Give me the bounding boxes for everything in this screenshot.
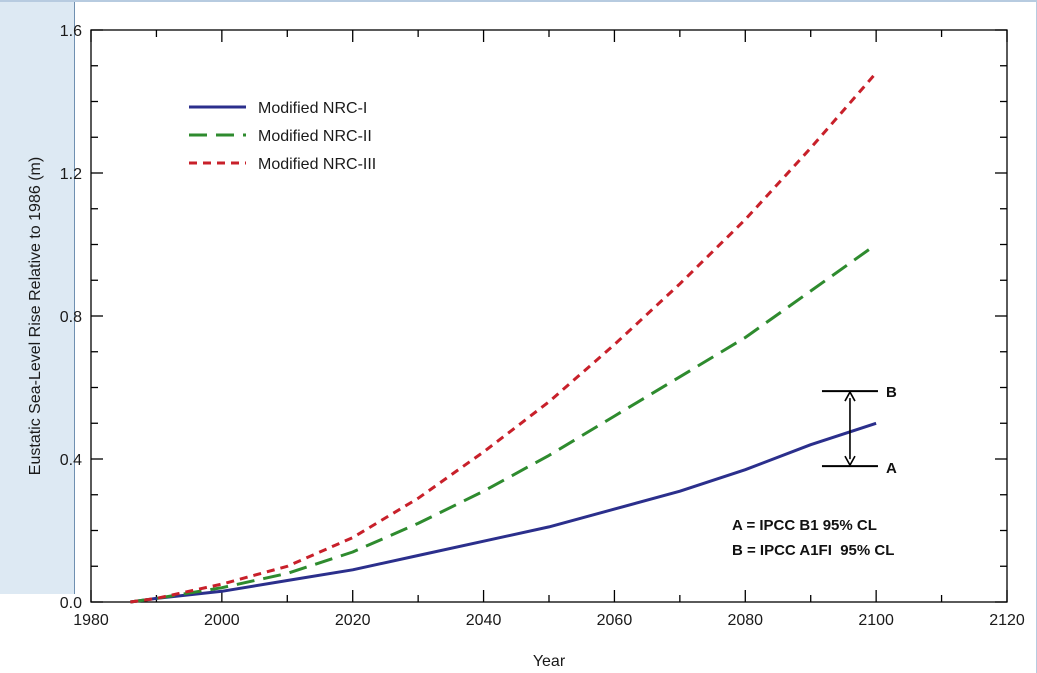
annotation-b: B = IPCC A1FI 95% CL bbox=[732, 542, 894, 559]
y-tick-label: 0.0 bbox=[60, 595, 82, 612]
annotation-a: A = IPCC B1 95% CL bbox=[732, 517, 877, 534]
legend-label-1: Modified NRC-I bbox=[258, 100, 367, 117]
legend-label-2: Modified NRC-II bbox=[258, 128, 372, 145]
legend: Modified NRC-I Modified NRC-II Modified NR… bbox=[189, 100, 376, 173]
marker-arrow-down bbox=[844, 455, 856, 467]
marker-arrow-up bbox=[844, 390, 856, 402]
x-tick-labels: 1980 2000 2020 2040 2060 2080 2100 2120 bbox=[73, 612, 1025, 629]
x-tick-label: 2060 bbox=[597, 612, 633, 629]
x-tick-label: 2020 bbox=[335, 612, 371, 629]
x-axis-label: Year bbox=[533, 653, 566, 670]
y-axis-label: Eustatic Sea-Level Rise Relative to 1986… bbox=[27, 157, 44, 475]
series-line-1 bbox=[130, 421, 877, 604]
y-tick-label: 0.4 bbox=[60, 452, 82, 469]
y-tick-label: 0.8 bbox=[60, 309, 82, 326]
y-tick-label: 1.2 bbox=[60, 166, 82, 183]
x-tick-label: 2000 bbox=[204, 612, 240, 629]
legend-label-3: Modified NRC-III bbox=[258, 156, 376, 173]
marker-label-b: B bbox=[886, 384, 897, 401]
range-marker: BA bbox=[821, 384, 897, 477]
series-lines bbox=[130, 71, 878, 604]
x-tick-label: 2120 bbox=[989, 612, 1025, 629]
series-line-2 bbox=[130, 243, 877, 604]
top-border-rule bbox=[0, 0, 1037, 2]
marker-label-a: A bbox=[886, 460, 897, 477]
x-tick-label: 2100 bbox=[858, 612, 894, 629]
left-side-panel bbox=[0, 0, 75, 594]
y-tick-label: 1.6 bbox=[60, 23, 82, 40]
x-tick-label: 1980 bbox=[73, 612, 109, 629]
x-tick-label: 2080 bbox=[727, 612, 763, 629]
x-tick-label: 2040 bbox=[466, 612, 502, 629]
y-tick-labels: 0.0 0.4 0.8 1.2 1.6 bbox=[60, 23, 82, 612]
axis-ticks bbox=[90, 29, 1008, 603]
